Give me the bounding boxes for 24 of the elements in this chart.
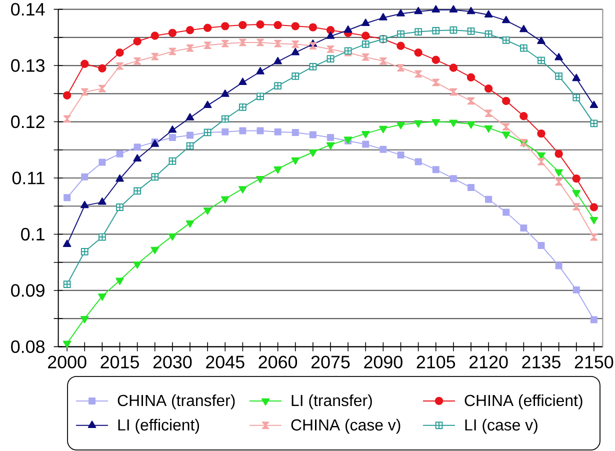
legend-label: LI (transfer) bbox=[292, 394, 372, 410]
x-tick-label: 2120 bbox=[470, 356, 508, 368]
y-tick-label: 0.14 bbox=[11, 2, 45, 16]
y-tick-label: 0.09 bbox=[11, 284, 44, 297]
legend-label: CHINA (case v) bbox=[291, 418, 400, 434]
legend-label: LI (case v) bbox=[465, 418, 538, 434]
legend-label: LI (efficient) bbox=[118, 418, 200, 434]
y-tick-label: 0.12 bbox=[11, 115, 44, 128]
x-tick-label: 2000 bbox=[48, 356, 86, 368]
x-tick-label: 2150 bbox=[574, 356, 614, 368]
legend-label: CHINA (transfer) bbox=[118, 394, 235, 410]
x-tick-label: 2015 bbox=[100, 356, 139, 368]
x-tick-label: 2075 bbox=[311, 356, 350, 368]
legend-label: CHINA (efficient) bbox=[464, 394, 582, 410]
x-tick-label: 2090 bbox=[364, 356, 402, 368]
x-tick-label: 2060 bbox=[258, 356, 298, 368]
x-tick-label: 2030 bbox=[153, 356, 192, 368]
y-tick-label: 0.1 bbox=[21, 228, 44, 241]
y-tick-label: 0.08 bbox=[11, 340, 45, 354]
y-tick-label: 0.11 bbox=[12, 172, 44, 184]
x-tick-label: 2135 bbox=[522, 356, 560, 368]
x-tick-label: 2105 bbox=[416, 356, 456, 368]
y-tick-label: 0.13 bbox=[11, 59, 44, 72]
x-tick-label: 2045 bbox=[206, 356, 244, 368]
